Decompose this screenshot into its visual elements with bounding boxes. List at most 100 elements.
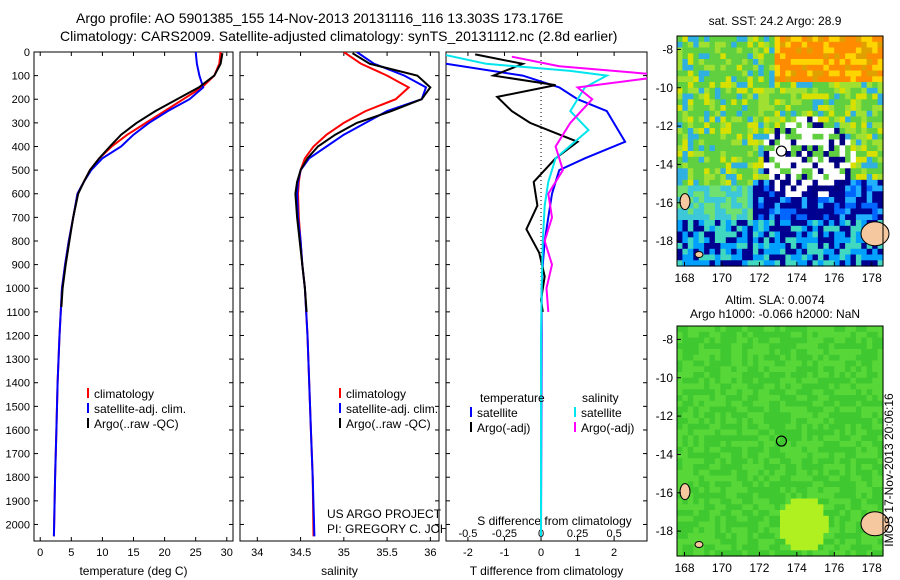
map-cell [693, 349, 700, 356]
map-cell [774, 197, 781, 204]
map-cell [758, 377, 765, 385]
map-cell [839, 533, 846, 540]
map-cell [817, 458, 824, 465]
map-cell [780, 343, 786, 350]
map-cell [807, 254, 814, 261]
map-cell [845, 533, 852, 540]
map-cell [828, 254, 835, 261]
map-cell [709, 47, 716, 54]
map-cell [698, 122, 705, 129]
map-cell [720, 76, 727, 83]
map-cell [817, 475, 824, 482]
map-cell [780, 464, 786, 471]
legend-header: salinity [582, 391, 619, 405]
map-cell [796, 389, 803, 396]
map-cell [796, 452, 803, 459]
map-cell [769, 41, 776, 49]
map-cell [823, 47, 830, 54]
map-cell [742, 145, 749, 152]
map-cell [861, 87, 868, 95]
map-cell [845, 475, 852, 482]
map-cell [807, 487, 814, 494]
map-cell [866, 260, 873, 267]
map-cell [747, 533, 754, 540]
map-cell [736, 515, 743, 523]
map-cell [796, 487, 803, 494]
map-cell [698, 389, 705, 396]
map-cell [872, 446, 879, 454]
map-cell [834, 53, 841, 60]
map-cell [785, 481, 792, 488]
map-cell [850, 441, 857, 448]
map-cell [780, 487, 786, 494]
map-cell [709, 128, 716, 135]
map-cell [817, 435, 824, 442]
map-cell [823, 174, 830, 181]
map-cell [774, 377, 781, 385]
map-cell [742, 162, 749, 169]
map-cell [839, 435, 846, 442]
map-cell [687, 389, 694, 396]
map-cell [828, 550, 835, 557]
map-cell [823, 168, 830, 175]
map-cell [682, 533, 689, 540]
map-cell [747, 418, 754, 425]
map-cell [823, 87, 830, 95]
map-cell [774, 412, 781, 419]
map-cell [720, 372, 727, 379]
map-cell [823, 337, 830, 344]
map-cell [839, 145, 846, 152]
map-cell [872, 400, 879, 408]
map-cell [693, 498, 700, 505]
map-cell [752, 538, 759, 546]
map-cell [752, 400, 759, 408]
map-cell [855, 128, 862, 135]
map-cell [850, 174, 857, 181]
map-cell [742, 383, 749, 390]
map-cell [752, 220, 759, 227]
sst-map-title: sat. SST: 24.2 Argo: 28.9 [709, 14, 842, 28]
map-cell [736, 248, 743, 256]
map-cell [682, 395, 689, 402]
map-cell [736, 225, 743, 233]
map-cell [807, 343, 814, 350]
map-cell [731, 510, 738, 517]
map-cell [774, 331, 781, 339]
map-cell [872, 475, 879, 482]
map-cell [752, 510, 759, 517]
map-cell [796, 59, 803, 66]
map-cell [845, 93, 852, 100]
map-cell [736, 481, 743, 488]
map-cell [801, 412, 808, 419]
map-cell [698, 64, 705, 72]
map-cell [812, 372, 819, 379]
map-cell [780, 208, 786, 215]
map-cell [877, 533, 884, 540]
map-cell [850, 331, 857, 339]
map-cell [720, 191, 727, 198]
map-cell [736, 331, 743, 339]
map-cell [861, 498, 868, 505]
map-cell [850, 185, 857, 192]
map-cell [785, 145, 792, 152]
map-cell [877, 59, 884, 66]
map-cell [839, 326, 846, 333]
island [679, 193, 691, 211]
map-cell [866, 475, 873, 482]
map-cell [698, 400, 705, 408]
map-cell [861, 533, 868, 540]
map-cell [855, 162, 862, 169]
map-cell [796, 366, 803, 373]
map-cell [742, 174, 749, 181]
map-cell [698, 429, 705, 436]
map-cell [855, 550, 862, 557]
map-cell [801, 99, 808, 106]
map-cell [801, 435, 808, 442]
map-cell [790, 538, 797, 546]
map-cell [845, 412, 852, 419]
map-cell [742, 533, 749, 540]
map-cell [763, 372, 770, 379]
map-cell [823, 504, 830, 511]
map-cell [877, 446, 884, 454]
map-cell [704, 162, 711, 169]
